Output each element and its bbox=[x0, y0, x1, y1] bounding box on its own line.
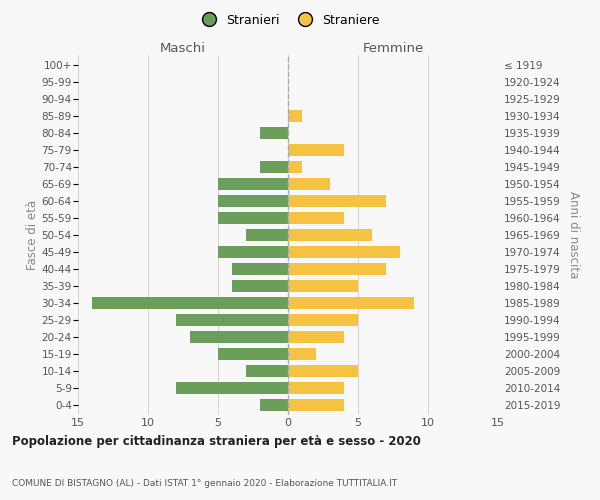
Bar bbox=[288, 212, 344, 224]
Bar bbox=[218, 212, 288, 224]
Bar bbox=[288, 178, 330, 190]
Bar bbox=[288, 297, 414, 309]
Bar bbox=[288, 348, 316, 360]
Bar bbox=[246, 364, 288, 377]
Y-axis label: Fasce di età: Fasce di età bbox=[26, 200, 39, 270]
Bar bbox=[288, 382, 344, 394]
Bar bbox=[288, 229, 372, 241]
Y-axis label: Anni di nascita: Anni di nascita bbox=[566, 192, 580, 278]
Bar bbox=[288, 331, 344, 343]
Bar bbox=[288, 161, 302, 173]
Bar bbox=[288, 263, 386, 275]
Bar bbox=[260, 127, 288, 139]
Bar bbox=[92, 297, 288, 309]
Bar bbox=[176, 382, 288, 394]
Bar bbox=[288, 364, 358, 377]
Bar bbox=[288, 280, 358, 292]
Bar bbox=[190, 331, 288, 343]
Bar bbox=[218, 178, 288, 190]
Bar bbox=[260, 161, 288, 173]
Legend: Stranieri, Straniere: Stranieri, Straniere bbox=[191, 8, 385, 32]
Bar bbox=[232, 263, 288, 275]
Bar bbox=[232, 280, 288, 292]
Bar bbox=[288, 110, 302, 122]
Bar bbox=[218, 246, 288, 258]
Bar bbox=[288, 314, 358, 326]
Bar bbox=[288, 246, 400, 258]
Text: COMUNE DI BISTAGNO (AL) - Dati ISTAT 1° gennaio 2020 - Elaborazione TUTTITALIA.I: COMUNE DI BISTAGNO (AL) - Dati ISTAT 1° … bbox=[12, 478, 397, 488]
Bar bbox=[288, 398, 344, 411]
Bar bbox=[288, 144, 344, 156]
Bar bbox=[288, 195, 386, 207]
Bar bbox=[218, 195, 288, 207]
Bar bbox=[246, 229, 288, 241]
Bar bbox=[260, 398, 288, 411]
Text: Popolazione per cittadinanza straniera per età e sesso - 2020: Popolazione per cittadinanza straniera p… bbox=[12, 434, 421, 448]
Bar bbox=[176, 314, 288, 326]
Bar bbox=[218, 348, 288, 360]
Text: Maschi: Maschi bbox=[160, 42, 206, 55]
Text: Femmine: Femmine bbox=[362, 42, 424, 55]
